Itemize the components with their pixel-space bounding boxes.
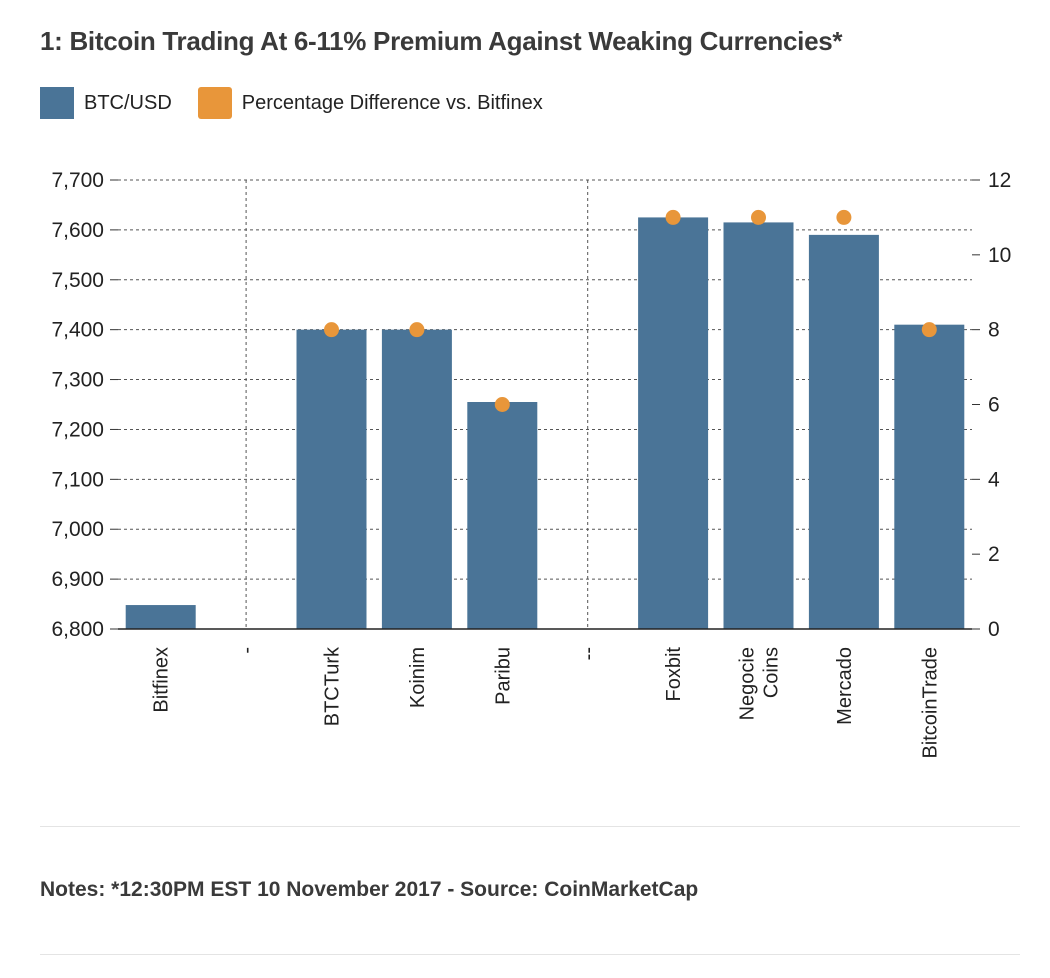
y-tick-label-right: 8 <box>988 319 1000 342</box>
x-tick-label-line: Bitfinex <box>151 647 173 713</box>
y-tick-label-right: 10 <box>988 244 1011 267</box>
x-tick-label: Koinim <box>407 647 429 708</box>
x-tick-label-line: Paribu <box>492 647 514 705</box>
legend-swatch-btc-usd <box>40 87 74 119</box>
x-tick-label: -- <box>578 647 600 660</box>
notes: Notes: *12:30PM EST 10 November 2017 - S… <box>40 878 699 901</box>
legend-item-percentage-difference: Percentage Difference vs. Bitfinex <box>197 87 543 119</box>
dot-negocie-coins <box>751 209 766 225</box>
bar-paribu <box>467 402 538 629</box>
bar-bitcointrade <box>894 324 965 629</box>
legend-swatch-percentage-difference <box>197 87 232 119</box>
legend-label-btc-usd: BTC/USD <box>84 91 172 114</box>
x-tick-label-line: Foxbit <box>663 647 685 702</box>
x-tick-label-line: Negocie <box>737 647 759 720</box>
y-tick-label-left: 6,800 <box>51 618 104 641</box>
x-tick-label: BitcoinTrade <box>919 647 941 759</box>
x-tick-label: Bitfinex <box>151 647 173 713</box>
y-tick-label-left: 7,300 <box>51 369 104 392</box>
x-tick-label: Negocie Coins <box>737 647 783 720</box>
bar-bitfinex <box>125 605 196 629</box>
y-tick-label-left: 7,700 <box>51 169 104 192</box>
dot-foxbit <box>665 209 681 225</box>
bar-negocie-coins <box>723 222 794 629</box>
dot-bitcointrade <box>921 322 937 338</box>
dot-koinim <box>409 322 425 338</box>
x-tick-label: BTCTurk <box>322 646 344 726</box>
x-tick-label: Mercado <box>834 647 856 725</box>
y-tick-label-left: 7,100 <box>51 468 104 491</box>
legend-item-btc-usd: BTC/USD <box>40 87 172 119</box>
bar-koinim <box>381 329 452 629</box>
x-tick-label-line: Coins <box>761 647 783 698</box>
y-tick-label-left: 7,500 <box>51 269 104 292</box>
y-tick-label-left: 7,000 <box>51 518 104 541</box>
y-tick-label-right: 12 <box>988 169 1011 192</box>
y-tick-label-right: 6 <box>988 394 1000 417</box>
x-tick-label-line: Koinim <box>407 647 429 708</box>
y-tick-label-left: 7,400 <box>51 319 104 342</box>
legend: BTC/USD Percentage Difference vs. Bitfin… <box>40 86 569 120</box>
x-tick-label: Foxbit <box>663 647 685 702</box>
y-tick-label-left: 6,900 <box>51 568 104 591</box>
divider-bottom <box>40 954 1020 955</box>
y-tick-label-left: 7,600 <box>51 219 104 242</box>
chart-title: 1: Bitcoin Trading At 6-11% Premium Agai… <box>40 26 843 56</box>
legend-label-percentage-difference: Percentage Difference vs. Bitfinex <box>241 91 543 114</box>
bar-foxbit <box>638 217 709 629</box>
x-tick-label: Paribu <box>492 647 514 705</box>
x-tick-label-line: BitcoinTrade <box>919 647 941 759</box>
x-tick-label-line: - <box>236 647 258 654</box>
bar-mercado <box>808 234 879 629</box>
y-tick-label-left: 7,200 <box>51 418 104 441</box>
x-tick-label: - <box>236 647 258 654</box>
x-tick-label-line: -- <box>578 647 600 660</box>
x-tick-label-line: BTCTurk <box>322 646 344 726</box>
divider-top <box>40 826 1020 827</box>
dot-paribu <box>494 397 510 412</box>
dot-btcturk <box>324 322 339 338</box>
dot-mercado <box>836 209 852 225</box>
bar-btcturk <box>296 329 367 629</box>
chart-plot: 6,800 6,900 7,000 7,100 7,200 7,300 7,400 7,500… <box>51 169 1011 759</box>
x-tick-label-line: Mercado <box>834 647 856 725</box>
y-tick-label-right: 0 <box>988 618 1000 641</box>
y-tick-label-right: 2 <box>988 543 1000 566</box>
y-tick-label-right: 4 <box>988 468 1000 491</box>
